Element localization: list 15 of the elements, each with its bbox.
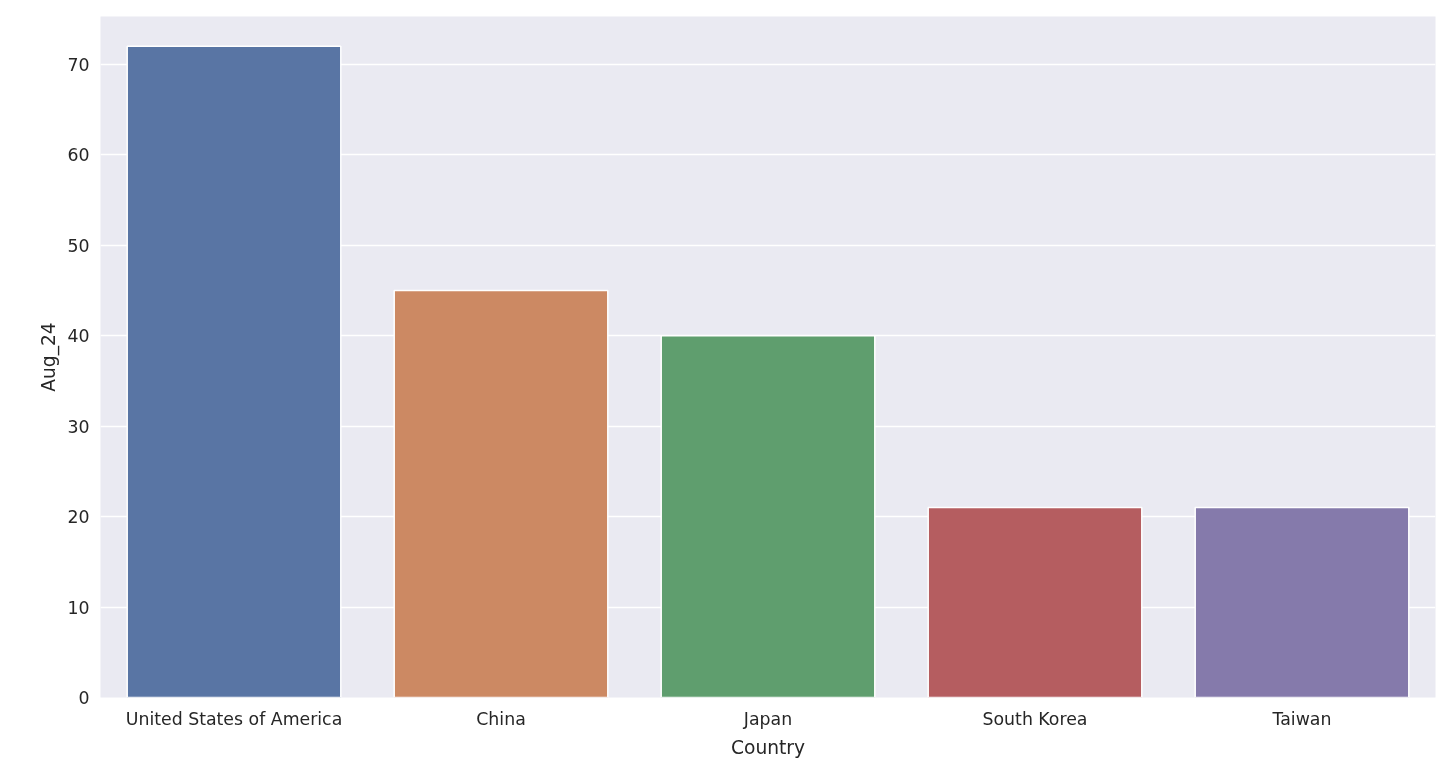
y-axis-title: Aug_24 [38,322,61,392]
y-tick-label: 30 [67,416,90,437]
x-tick-label: South Korea [982,708,1088,729]
y-tick-label: 20 [67,507,90,528]
x-tick-label: Taiwan [1271,708,1332,729]
y-tick-label: 0 [78,688,90,708]
y-tick-label: 10 [67,597,90,618]
y-tick-label: 60 [67,145,90,166]
x-axis-title: Country [730,736,806,758]
x-tick-label: China [476,708,526,729]
x-tick-label: United States of America [125,708,343,729]
y-tick-label: 40 [67,326,90,347]
x-tick-label: Japan [742,708,793,729]
y-tick-label: 50 [67,235,90,256]
y-tick-label: 70 [67,54,90,75]
